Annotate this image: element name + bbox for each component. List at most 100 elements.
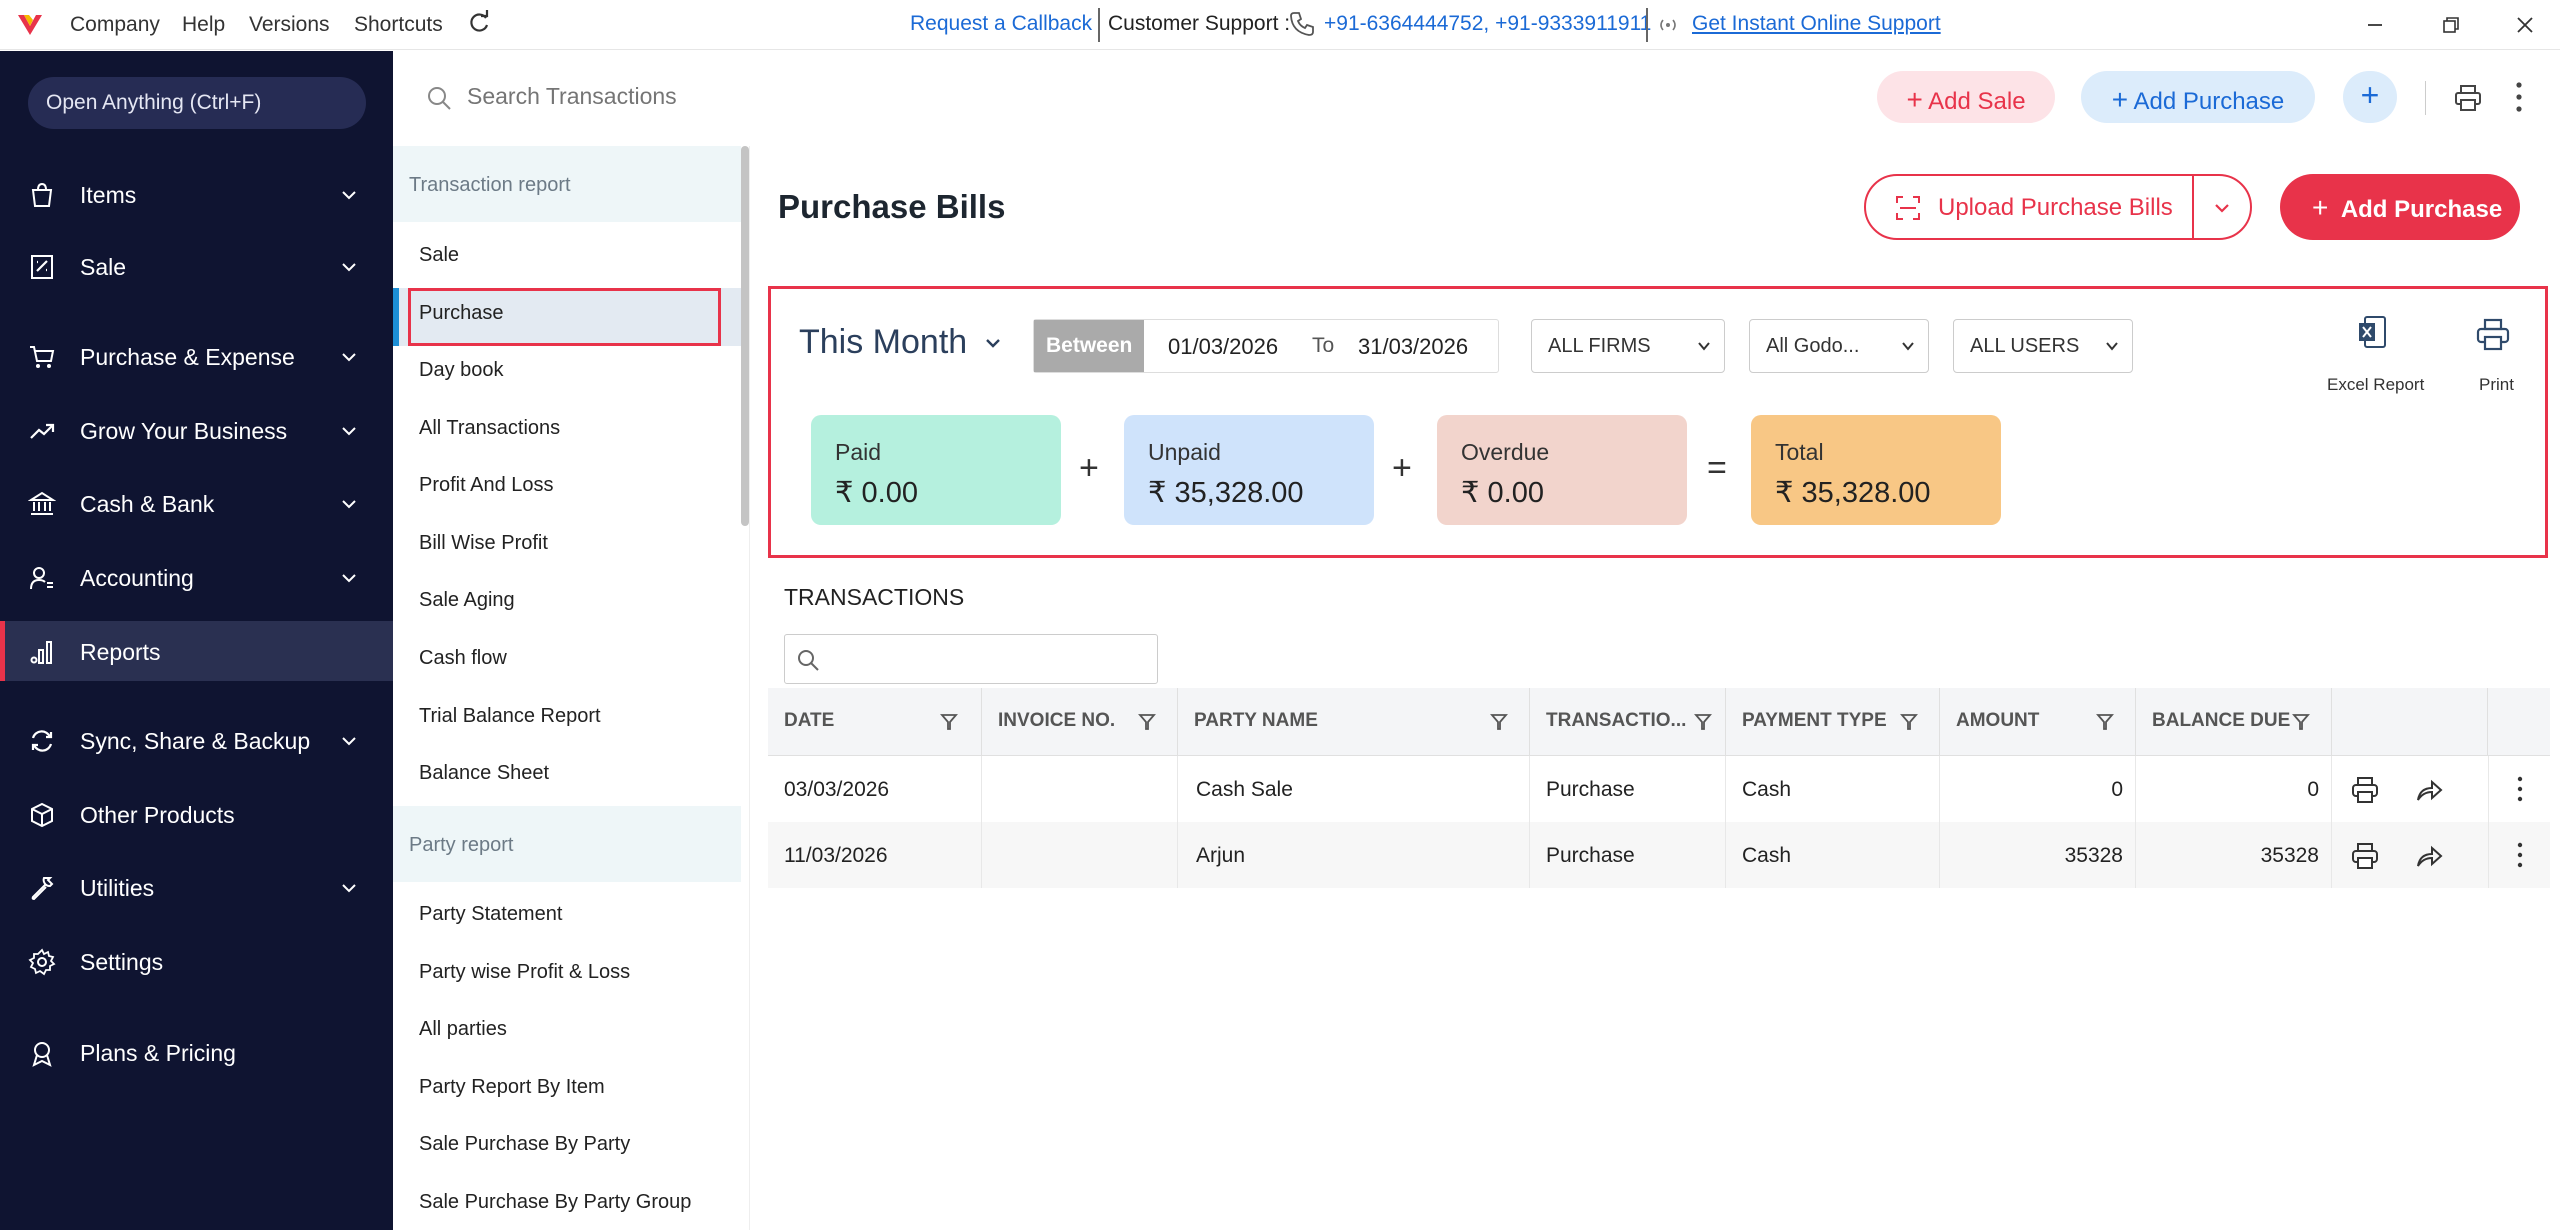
transactions-search-input[interactable] [784,634,1158,684]
report-item-sale-purchase-by-party[interactable]: Sale Purchase By Party [419,1133,631,1155]
quick-add-button[interactable]: + [2343,71,2397,123]
cell-balance-due: 35328 [2260,844,2319,867]
column-header-amount[interactable]: AMOUNT [1940,688,2136,756]
trend-icon [30,423,55,439]
minimize-icon[interactable] [2360,10,2390,40]
cell-payment-type: Cash [1742,778,1792,801]
main-content: Purchase Bills Upload Purchase Bills + A… [750,146,2560,1230]
top-action-bar: + Add Sale + Add Purchase + [393,51,2560,146]
sidebar-item-label: Items [80,182,137,208]
sidebar-item-grow-business[interactable]: Grow Your Business [0,400,393,460]
sidebar-item-sale[interactable]: Sale [0,236,393,296]
report-item-sale-aging[interactable]: Sale Aging [419,589,515,611]
printer-icon[interactable] [2475,317,2511,353]
menu-shortcuts[interactable]: Shortcuts [354,13,443,36]
app-logo-icon [18,15,42,35]
report-item-party-profit-loss[interactable]: Party wise Profit & Loss [419,961,631,983]
sidebar-item-items[interactable]: Items [0,182,393,243]
period-selector[interactable]: This Month [799,323,968,361]
plus-icon: + [2312,192,2329,223]
column-header-invoice[interactable]: INVOICE NO. [982,688,1178,756]
sidebar-item-purchase-expense[interactable]: Purchase & Expense [0,326,393,386]
sidebar-item-other-products[interactable]: Other Products [0,784,393,844]
filter-icon[interactable] [2292,712,2310,732]
excel-icon[interactable] [2357,315,2387,349]
restore-icon[interactable] [2436,10,2466,40]
printer-icon[interactable] [2453,83,2483,113]
report-item-sale-purchase-by-party-group[interactable]: Sale Purchase By Party Group [419,1191,692,1213]
more-options-icon[interactable] [2517,842,2523,868]
more-options-icon[interactable] [2515,81,2523,113]
menu-help[interactable]: Help [182,13,226,36]
printer-icon[interactable] [2350,842,2380,870]
report-item-all-transactions[interactable]: All Transactions [419,417,561,439]
search-icon [798,650,819,671]
add-purchase-button[interactable]: + Add Purchase [2280,174,2520,240]
upload-purchase-bills-button[interactable]: Upload Purchase Bills [1864,174,2252,240]
column-header-date[interactable]: DATE [768,688,982,756]
scan-icon [1896,196,1920,220]
add-purchase-label: Add Purchase [2133,88,2285,115]
filter-icon[interactable] [1490,712,1508,732]
chevron-down-icon[interactable] [2212,198,2232,218]
report-item-party-statement[interactable]: Party Statement [419,903,563,925]
filter-icon[interactable] [940,712,958,732]
sidebar-item-cash-bank[interactable]: Cash & Bank [0,473,393,533]
report-item-bill-wise-profit[interactable]: Bill Wise Profit [419,532,548,554]
support-phone-numbers[interactable]: +91-6364444752, +91-9333911911 [1324,12,1652,35]
date-from-input[interactable]: 01/03/2026 [1168,334,1279,359]
sidebar-item-reports[interactable]: Reports [0,621,393,681]
report-item-trial-balance[interactable]: Trial Balance Report [419,705,601,727]
print-label[interactable]: Print [2479,375,2514,394]
sidebar-item-label: Reports [80,639,161,665]
filter-icon[interactable] [1900,712,1918,732]
filter-icon[interactable] [1694,712,1712,732]
godown-select[interactable]: All Godo... [1749,319,1929,373]
unpaid-card: Unpaid ₹ 35,328.00 [1124,415,1374,525]
excel-report-label[interactable]: Excel Report [2327,375,2425,394]
report-item-party-by-item[interactable]: Party Report By Item [419,1076,605,1098]
sidebar-item-settings[interactable]: Settings [0,931,393,991]
table-row[interactable]: 11/03/2026 Arjun Purchase Cash 35328 353… [768,822,2550,888]
report-item-cash-flow[interactable]: Cash flow [419,647,507,669]
submenu-scrollbar[interactable] [741,146,749,526]
add-purchase-pill-button[interactable]: + Add Purchase [2081,71,2315,123]
report-item-all-parties[interactable]: All parties [419,1018,507,1040]
refresh-icon[interactable] [466,10,492,36]
filter-icon[interactable] [1138,712,1156,732]
menu-versions[interactable]: Versions [249,13,330,36]
chevron-down-icon[interactable] [983,333,1003,353]
sidebar-item-sync-share-backup[interactable]: Sync, Share & Backup [0,710,393,770]
report-item-profit-loss[interactable]: Profit And Loss [419,474,554,496]
report-item-sale[interactable]: Sale [419,244,460,266]
share-icon[interactable] [2414,776,2444,804]
sidebar-item-label: Utilities [80,875,155,901]
search-icon [428,87,451,110]
report-item-day-book[interactable]: Day book [419,359,504,381]
open-anything-button[interactable]: Open Anything (Ctrl+F) [28,77,366,129]
column-header-balance-due[interactable]: BALANCE DUE [2136,688,2332,756]
firms-select[interactable]: ALL FIRMS [1531,319,1725,373]
table-row[interactable]: 03/03/2026 Cash Sale Purchase Cash 0 0 [768,756,2550,822]
more-options-icon[interactable] [2517,776,2523,802]
users-select[interactable]: ALL USERS [1953,319,2133,373]
sidebar-item-utilities[interactable]: Utilities [0,857,393,917]
sidebar-item-accounting[interactable]: Accounting [0,547,393,607]
report-item-balance-sheet[interactable]: Balance Sheet [419,762,550,784]
close-icon[interactable] [2510,10,2540,40]
column-header-payment-type[interactable]: PAYMENT TYPE [1726,688,1940,756]
column-header-party-name[interactable]: PARTY NAME [1178,688,1530,756]
instant-online-support-link[interactable]: Get Instant Online Support [1692,12,1941,35]
date-to-input[interactable]: 31/03/2026 [1358,334,1469,359]
report-item-purchase[interactable]: Purchase [419,302,504,324]
filter-icon[interactable] [2096,712,2114,732]
column-header-transaction[interactable]: TRANSACTIO... [1530,688,1726,756]
request-callback-link[interactable]: Request a Callback [910,12,1093,35]
add-sale-button[interactable]: + Add Sale [1877,71,2055,123]
menu-company[interactable]: Company [70,13,160,36]
sidebar-item-plans-pricing[interactable]: Plans & Pricing [0,1022,393,1082]
search-transactions-input[interactable] [467,83,867,110]
printer-icon[interactable] [2350,776,2380,804]
sidebar: Open Anything (Ctrl+F) Items Sale Purcha… [0,51,393,1230]
share-icon[interactable] [2414,842,2444,870]
